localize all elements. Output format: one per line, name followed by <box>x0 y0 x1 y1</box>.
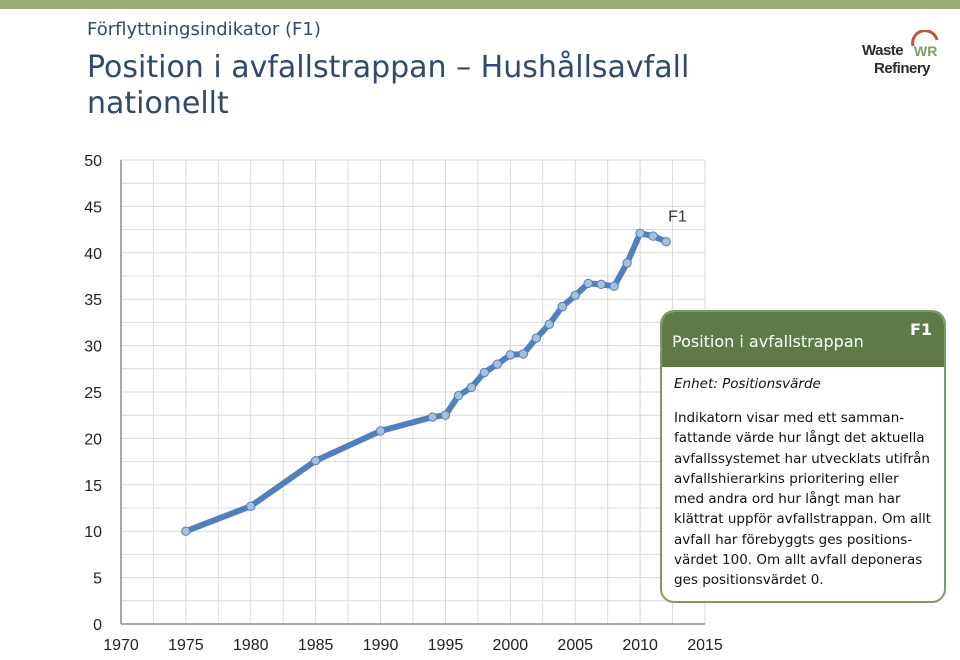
data-point <box>466 382 477 393</box>
data-point <box>544 319 554 329</box>
y-tick-label: 5 <box>93 571 102 588</box>
y-tick-label: 50 <box>84 153 102 170</box>
data-point <box>635 228 645 239</box>
y-tick-label: 25 <box>84 385 102 402</box>
y-tick-label: 40 <box>84 246 102 263</box>
info-box-header: Position i avfallstrappan F1 <box>662 312 944 367</box>
data-point <box>492 359 503 369</box>
x-tick-label: 1990 <box>363 637 399 654</box>
waste-refinery-logo: Waste Refinery WR <box>855 30 950 80</box>
x-tick-label: 2010 <box>622 637 658 654</box>
x-tick-label: 2015 <box>687 637 723 654</box>
info-box-text-line: avfallssystemet har utvecklats utifrån <box>674 450 930 467</box>
info-box-text-line: värdet 100. Om allt avfall deponeras <box>674 552 923 569</box>
logo-text-line1: Waste <box>862 42 904 59</box>
data-point <box>596 279 606 290</box>
series-label: F1 <box>668 209 687 226</box>
x-tick-label: 1980 <box>233 637 269 654</box>
logo-mark-icon: WR <box>911 30 939 59</box>
y-tick-label: 15 <box>84 478 102 495</box>
logo-text-line2: Refinery <box>874 60 931 77</box>
info-box-text-line: Indikatorn visar med ett samman- <box>674 410 905 426</box>
y-tick-label: 35 <box>84 292 102 309</box>
series-line <box>182 230 670 535</box>
x-tick-label: 1970 <box>103 637 139 654</box>
y-tick-label: 45 <box>84 199 102 216</box>
data-point <box>648 231 658 241</box>
data-point <box>310 455 321 466</box>
x-tick-label: 1975 <box>168 637 204 654</box>
info-box-title: Position i avfallstrappan <box>672 332 864 351</box>
line-chart: 0 5 10 15 20 25 30 35 40 45 50 1970 1975 1980 1985 1990… <box>84 153 723 654</box>
y-tick-label: 10 <box>84 524 102 541</box>
data-point <box>583 278 593 289</box>
data-point <box>181 526 191 536</box>
data-point <box>505 350 516 360</box>
x-tick-label: 2005 <box>557 637 593 654</box>
data-point <box>246 501 256 511</box>
top-accent-bar <box>0 0 960 9</box>
y-tick-label: 0 <box>93 617 102 634</box>
info-box-description: Indikatorn visar med ett samman-fattande… <box>674 408 938 591</box>
data-point <box>661 236 671 247</box>
info-box-code: F1 <box>909 320 932 339</box>
info-box-text-line: ges positionsvärdet 0. <box>674 572 824 589</box>
data-point <box>531 333 541 343</box>
data-point <box>557 301 567 312</box>
info-box-unit: Enhet: Positionsvärde <box>674 376 821 392</box>
y-tick-label: 20 <box>84 431 102 448</box>
y-tick-label: 30 <box>84 339 102 356</box>
indicator-kicker: Förflyttningsindikator (F1) <box>87 19 321 40</box>
data-point <box>518 349 529 359</box>
data-point <box>427 412 438 422</box>
indicator-info-box: Position i avfallstrappan F1 Enhet: Posi… <box>660 310 946 603</box>
x-tick-label: 2000 <box>493 637 529 654</box>
info-box-text-line: avfall har förebyggts ges positions- <box>674 531 913 548</box>
data-point <box>440 410 451 420</box>
chart-series: F1 <box>181 209 687 536</box>
info-box-text-line: med andra ord hur långt man har <box>674 491 901 508</box>
data-point <box>375 426 386 436</box>
chart-grid <box>120 159 706 625</box>
data-point <box>609 281 619 291</box>
info-box-text-line: klättrat uppför avfallstrappan. Om allt <box>674 511 932 528</box>
chart-axes: 0 5 10 15 20 25 30 35 40 45 50 1970 1975 1980 1985 1990… <box>84 153 723 654</box>
logo-mark-text: WR <box>914 43 937 59</box>
page-title: Position i avfallstrappan – Hushållsavfa… <box>87 50 690 121</box>
info-box-text-line: fattande värde hur långt det aktuella <box>674 430 925 447</box>
data-point <box>453 391 464 401</box>
x-tick-label: 1985 <box>298 637 334 654</box>
data-point <box>622 258 632 268</box>
data-point <box>479 367 490 378</box>
info-box-text-line: avfallshierarkins prioritering eller <box>674 470 899 487</box>
x-tick-label: 1995 <box>428 637 464 654</box>
data-point <box>570 290 580 301</box>
